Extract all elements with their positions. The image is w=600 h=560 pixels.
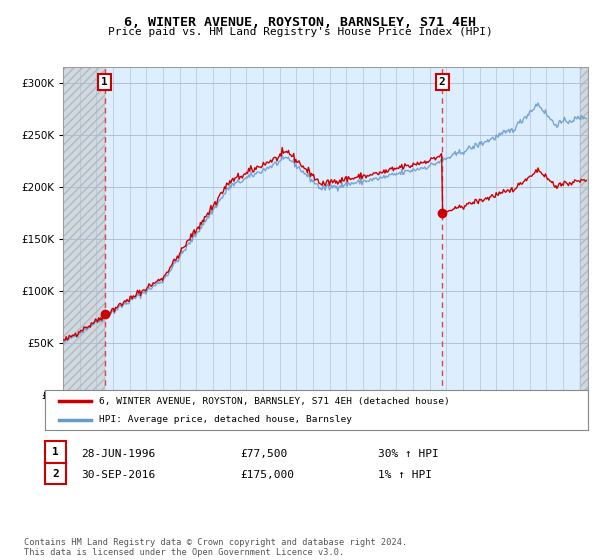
Text: 6, WINTER AVENUE, ROYSTON, BARNSLEY, S71 4EH: 6, WINTER AVENUE, ROYSTON, BARNSLEY, S71… xyxy=(124,16,476,29)
Text: 30-SEP-2016: 30-SEP-2016 xyxy=(81,470,155,480)
Text: HPI: Average price, detached house, Barnsley: HPI: Average price, detached house, Barn… xyxy=(100,416,352,424)
Text: 30% ↑ HPI: 30% ↑ HPI xyxy=(378,449,439,459)
Text: 1: 1 xyxy=(101,77,108,87)
Bar xyxy=(580,67,588,395)
Text: Price paid vs. HM Land Registry's House Price Index (HPI): Price paid vs. HM Land Registry's House … xyxy=(107,27,493,37)
Text: 2: 2 xyxy=(439,77,446,87)
Text: £175,000: £175,000 xyxy=(240,470,294,480)
Text: 1: 1 xyxy=(52,447,59,457)
Text: Contains HM Land Registry data © Crown copyright and database right 2024.
This d: Contains HM Land Registry data © Crown c… xyxy=(24,538,407,557)
Text: 6, WINTER AVENUE, ROYSTON, BARNSLEY, S71 4EH (detached house): 6, WINTER AVENUE, ROYSTON, BARNSLEY, S71… xyxy=(100,396,450,405)
Bar xyxy=(63,67,104,395)
Text: 28-JUN-1996: 28-JUN-1996 xyxy=(81,449,155,459)
Text: 1% ↑ HPI: 1% ↑ HPI xyxy=(378,470,432,480)
Text: £77,500: £77,500 xyxy=(240,449,287,459)
Text: 2: 2 xyxy=(52,469,59,479)
